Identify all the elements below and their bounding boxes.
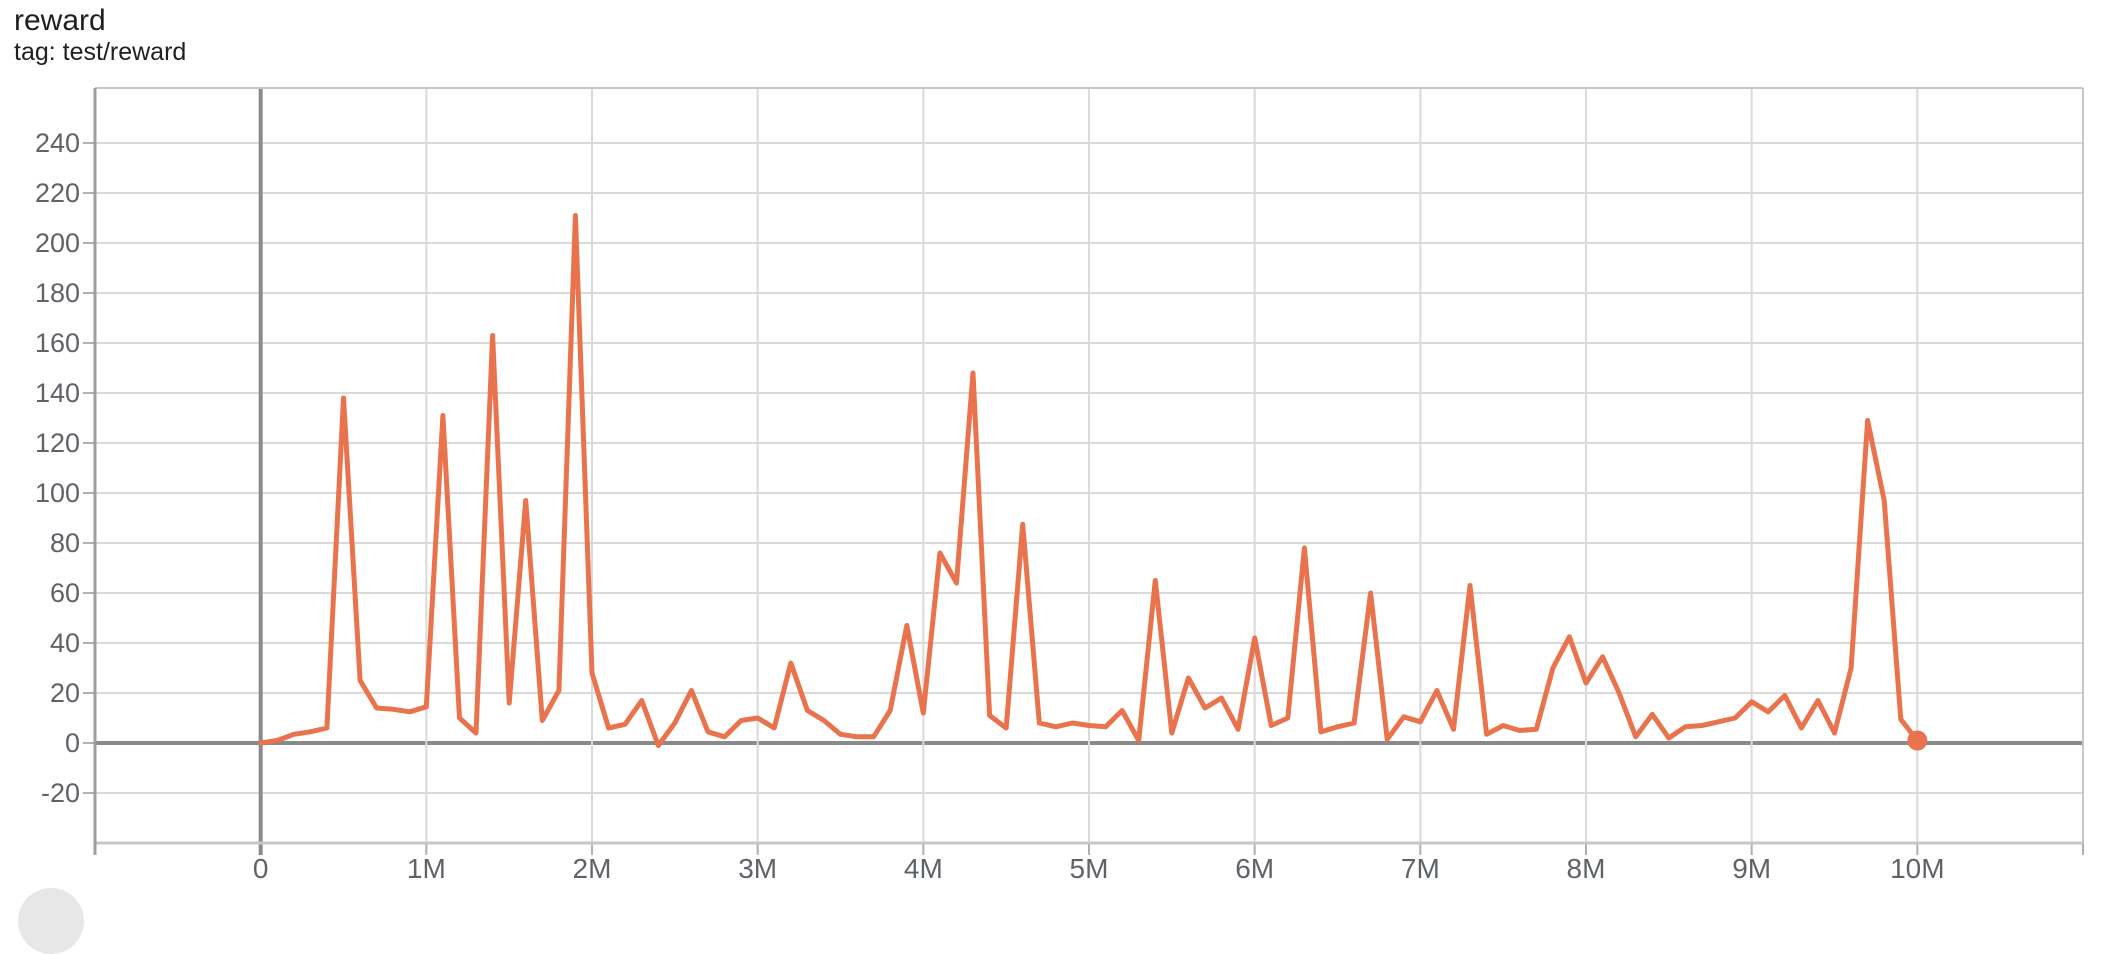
x-axis-tick-label: 2M <box>573 853 612 884</box>
x-axis-tick-label: 6M <box>1235 853 1274 884</box>
chart-header: reward tag: test/reward <box>14 4 186 66</box>
y-axis-tick-label: 160 <box>35 328 80 358</box>
series-end-point-marker <box>1907 730 1928 751</box>
y-axis-tick-label: 220 <box>35 178 80 208</box>
y-axis-tick-label: -20 <box>41 778 80 808</box>
reward-series-line <box>258 213 1920 748</box>
y-axis-tick-label: 80 <box>50 528 80 558</box>
reward-line-chart[interactable]: -20 0 20 40 60 80 100 120 140 160 180 200 220 240 0 1M 2… <box>0 0 2110 898</box>
x-axis-tick-label: 0 <box>253 853 269 884</box>
chart-title: reward <box>14 4 106 37</box>
x-axis-tick-label: 9M <box>1732 853 1771 884</box>
y-axis-tick-label: 100 <box>35 478 80 508</box>
x-axis-tick-label: 5M <box>1070 853 1109 884</box>
x-axis-tick-label: 10M <box>1890 853 1944 884</box>
x-axis-tick-label: 3M <box>738 853 777 884</box>
x-axis-tick-label: 4M <box>904 853 943 884</box>
chart-subtitle: tag: test/reward <box>14 38 187 66</box>
y-axis-tick-label: 120 <box>35 428 80 458</box>
y-axis-tick-label: 0 <box>65 728 80 758</box>
y-axis-tick-label: 140 <box>35 378 80 408</box>
y-axis-tick-label: 20 <box>50 678 80 708</box>
y-axis-tick-label: 60 <box>50 578 80 608</box>
y-axis-tick-label: 180 <box>35 278 80 308</box>
y-axis-tick-label: 200 <box>35 228 80 258</box>
x-axis-tick-label: 7M <box>1401 853 1440 884</box>
x-axis-tick-label: 8M <box>1567 853 1606 884</box>
y-axis-tick-label: 240 <box>35 128 80 158</box>
y-axis-tick-label: 40 <box>50 628 80 658</box>
x-axis-tick-label: 1M <box>407 853 446 884</box>
